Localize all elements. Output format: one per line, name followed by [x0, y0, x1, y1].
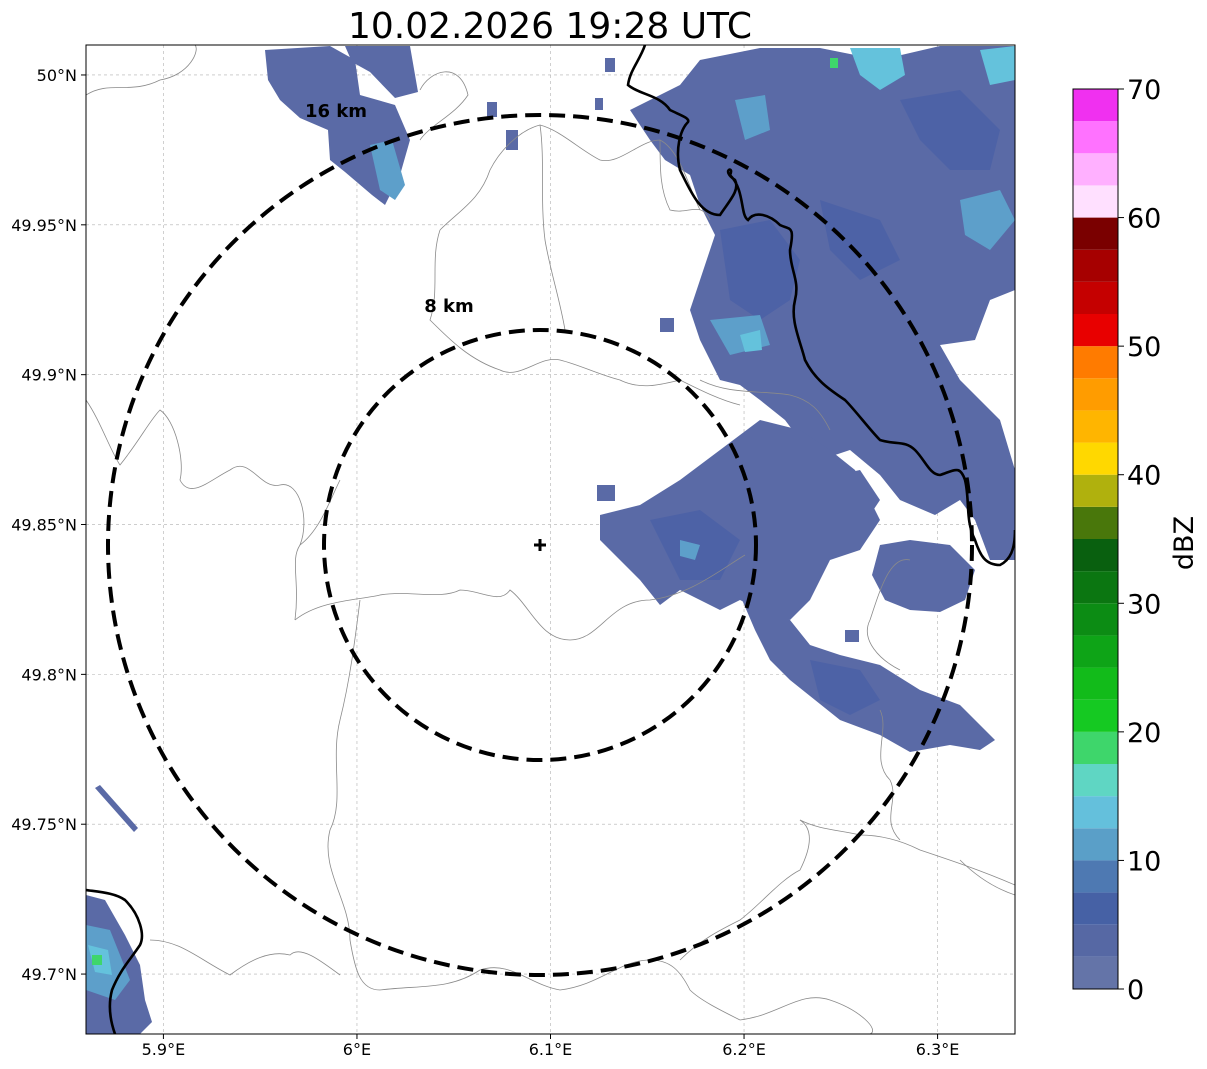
- echo-cell: [735, 95, 770, 140]
- echo-cell: [660, 318, 674, 332]
- colorbar-tick-label: 50: [1127, 332, 1161, 363]
- x-tick-label: 6°E: [343, 1040, 371, 1059]
- echo-cell: [597, 485, 615, 501]
- colorbar-ticks: 0 10 20 30 40 50 60 70: [1118, 75, 1161, 1006]
- y-tick-label: 49.75°N: [11, 815, 77, 834]
- colorbar-bin: [1073, 442, 1118, 475]
- colorbar-label: dBZ: [1169, 516, 1200, 570]
- echo-cell: [830, 58, 838, 68]
- colorbar-bin: [1073, 796, 1118, 829]
- colorbar-bin: [1073, 378, 1118, 411]
- y-tick-label: 49.7°N: [21, 965, 77, 984]
- echo-cell: [740, 330, 762, 352]
- map-title: 10.02.2026 19:28 UTC: [348, 6, 752, 47]
- colorbar-bin: [1073, 828, 1118, 861]
- colorbar-bin: [1073, 410, 1118, 443]
- x-tick-label: 5.9°E: [142, 1040, 186, 1059]
- y-tick-label: 49.95°N: [11, 216, 77, 235]
- colorbar: [1073, 89, 1118, 989]
- x-axis-ticks: 5.9°E 6°E 6.1°E 6.2°E 6.3°E: [142, 1034, 960, 1059]
- echo-cell: [815, 470, 880, 530]
- echo-cell: [370, 140, 405, 200]
- y-tick-label: 50°N: [37, 66, 77, 85]
- colorbar-tick-label: 20: [1127, 718, 1161, 749]
- echo-cell: [872, 540, 975, 612]
- echo-cell: [345, 46, 418, 98]
- colorbar-bin: [1073, 892, 1118, 925]
- range-ring-16km: [106, 113, 974, 977]
- colorbar-bin: [1073, 571, 1118, 604]
- y-axis-ticks: 50°N 49.95°N 49.9°N 49.85°N 49.8°N 49.75°N 49.…: [11, 66, 86, 984]
- echo-cell: [850, 48, 905, 90]
- echo-cell: [740, 595, 995, 752]
- colorbar-tick-label: 30: [1127, 589, 1161, 620]
- colorbar-bin: [1073, 474, 1118, 507]
- range-ring-label-16km: 16 km: [305, 101, 367, 122]
- echo-cell: [600, 420, 880, 620]
- colorbar-bin: [1073, 860, 1118, 893]
- echo-cell: [980, 46, 1015, 85]
- echo-cell: [720, 220, 800, 320]
- range-rings: [106, 113, 974, 977]
- range-ring-label-8km: 8 km: [424, 296, 474, 317]
- colorbar-bin: [1073, 185, 1118, 218]
- colorbar-bin: [1073, 635, 1118, 668]
- y-tick-label: 49.85°N: [11, 516, 77, 535]
- echo-cell: [605, 58, 615, 72]
- colorbar-bin: [1073, 699, 1118, 732]
- echo-cell: [820, 200, 900, 280]
- colorbar-bin: [1073, 217, 1118, 250]
- national-border: [86, 45, 1015, 1034]
- y-tick-label: 49.8°N: [21, 665, 77, 684]
- echo-cell: [265, 46, 410, 205]
- colorbar-tick-label: 60: [1127, 204, 1161, 235]
- colorbar-frame: [1072, 88, 1119, 990]
- colorbar-bin: [1073, 89, 1118, 122]
- echo-cell: [92, 955, 102, 965]
- colorbar-bin: [1073, 764, 1118, 797]
- colorbar-tick-label: 70: [1127, 75, 1161, 106]
- colorbar-bin: [1073, 249, 1118, 282]
- colorbar-bin: [1073, 956, 1118, 989]
- colorbar-bin: [1073, 731, 1118, 764]
- colorbar-bin: [1073, 667, 1118, 700]
- colorbar-tick-label: 0: [1127, 975, 1144, 1006]
- admin-boundaries: [86, 45, 1015, 1034]
- y-tick-label: 49.9°N: [21, 366, 77, 385]
- colorbar-bin: [1073, 924, 1118, 957]
- echo-cell: [630, 46, 1015, 560]
- colorbar-bin: [1073, 153, 1118, 186]
- echo-cell: [900, 90, 1000, 170]
- x-tick-label: 6.3°E: [916, 1040, 960, 1059]
- x-tick-label: 6.1°E: [529, 1040, 573, 1059]
- echo-cell: [810, 660, 880, 715]
- colorbar-bin: [1073, 603, 1118, 636]
- echo-cell: [95, 785, 138, 832]
- echo-cell: [506, 130, 518, 150]
- radar-site-marker: [534, 539, 546, 551]
- colorbar-bin: [1073, 346, 1118, 379]
- echo-cell: [595, 98, 603, 110]
- colorbar-bin: [1073, 539, 1118, 572]
- colorbar-tick-label: 40: [1127, 461, 1161, 492]
- echo-cell: [487, 102, 497, 117]
- colorbar-bin: [1073, 281, 1118, 314]
- radar-echoes: [86, 46, 1015, 1034]
- colorbar-bin: [1073, 121, 1118, 154]
- colorbar-tick-label: 10: [1127, 846, 1161, 877]
- colorbar-bin: [1073, 506, 1118, 539]
- range-ring-8km: [322, 328, 758, 762]
- echo-cell: [845, 630, 859, 642]
- colorbar-bin: [1073, 314, 1118, 347]
- x-tick-label: 6.2°E: [722, 1040, 766, 1059]
- echo-cell: [960, 190, 1015, 250]
- echo-cell: [680, 540, 700, 560]
